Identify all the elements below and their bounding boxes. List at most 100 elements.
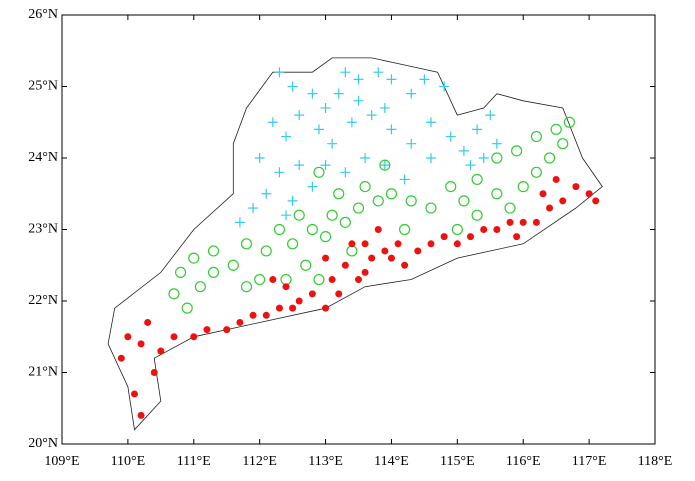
dot-marker [348, 240, 356, 248]
circle-marker [491, 188, 503, 200]
x-tick-label: 113°E [308, 454, 343, 469]
dot-marker [453, 240, 461, 248]
dot-marker [368, 254, 376, 262]
dot-marker [170, 333, 178, 341]
plus-marker [353, 74, 364, 85]
plus-marker [287, 81, 298, 92]
plus-marker [294, 160, 305, 171]
circle-marker [471, 209, 483, 221]
plus-marker [281, 131, 292, 142]
circle-marker [458, 195, 470, 207]
circle-marker [504, 202, 516, 214]
plus-marker [472, 124, 483, 135]
plus-marker [399, 174, 410, 185]
plus-marker [346, 117, 357, 128]
plus-marker [313, 124, 324, 135]
dot-marker [275, 304, 283, 312]
circle-marker [194, 281, 206, 293]
dot-marker [262, 311, 270, 319]
x-tick-label: 110°E [111, 454, 146, 469]
dot-marker [414, 247, 422, 255]
circle-marker [260, 245, 272, 257]
dot-marker [493, 226, 501, 233]
plus-marker [465, 160, 476, 171]
circle-marker [543, 152, 556, 164]
circle-marker [227, 259, 239, 271]
dot-marker [361, 268, 369, 276]
circle-marker [175, 266, 187, 278]
circle-marker [517, 181, 529, 193]
circle-marker [333, 188, 345, 200]
dot-marker [295, 297, 303, 305]
dot-marker [223, 326, 231, 334]
x-tick-label: 109°E [44, 454, 79, 469]
x-tick-label: 118°E [638, 454, 673, 469]
plus-marker [267, 117, 278, 128]
plus-marker [478, 153, 489, 163]
plus-marker [287, 195, 298, 206]
circle-marker [511, 145, 523, 157]
circle-marker [451, 223, 463, 236]
y-tick-label: 21°N [28, 365, 58, 380]
dot-marker [585, 190, 593, 198]
plus-marker [366, 110, 377, 121]
dot-marker [236, 318, 244, 326]
dot-marker [513, 233, 521, 241]
dot-marker [137, 411, 145, 419]
dot-marker [190, 333, 198, 341]
plus-marker [340, 167, 351, 178]
dot-marker [539, 190, 547, 198]
plus-marker [307, 181, 318, 192]
dot-marker [249, 311, 257, 319]
dot-marker [322, 304, 330, 312]
circle-marker [359, 181, 371, 193]
plus-marker [386, 74, 397, 85]
dot-marker [394, 240, 402, 248]
plus-marker [320, 160, 331, 171]
plus-marker [485, 110, 496, 121]
plus-marker [458, 145, 469, 156]
dot-marker [440, 233, 448, 241]
plus-marker [234, 217, 245, 228]
y-tick-label: 25°N [28, 79, 58, 94]
dot-marker [572, 183, 580, 191]
circle-marker [313, 166, 325, 178]
circle-marker [471, 173, 483, 186]
plus-marker [425, 117, 436, 128]
circle-marker [352, 202, 365, 214]
circle-marker [240, 281, 253, 293]
dot-marker [117, 354, 125, 362]
circle-marker [240, 238, 253, 250]
dot-marker [387, 254, 395, 262]
circle-marker [181, 302, 193, 314]
circle-marker [319, 231, 332, 243]
dot-marker [381, 247, 389, 255]
dot-marker [282, 283, 290, 291]
dot-marker [269, 276, 277, 284]
circle-marker [287, 238, 299, 250]
dot-marker [546, 204, 554, 212]
plus-marker [320, 102, 331, 113]
plus-marker [281, 210, 292, 221]
plus-marker [491, 138, 502, 149]
plus-marker [425, 153, 436, 163]
circle-marker [326, 209, 338, 221]
circle-marker [188, 252, 200, 264]
dot-marker [157, 347, 165, 355]
dot-marker [322, 254, 330, 262]
plus-marker [248, 203, 259, 214]
plus-marker [307, 88, 318, 99]
circle-marker [293, 209, 305, 221]
circle-marker [313, 273, 325, 286]
dot-marker [328, 276, 336, 284]
plus-marker [294, 110, 305, 121]
x-tick-label: 116°E [506, 454, 541, 469]
plus-marker [419, 74, 430, 85]
dot-marker [203, 326, 211, 334]
dot-marker [150, 369, 158, 376]
circle-marker [273, 223, 286, 236]
plus-marker [274, 67, 285, 78]
circle-marker [372, 195, 384, 207]
dot-marker [130, 390, 138, 398]
